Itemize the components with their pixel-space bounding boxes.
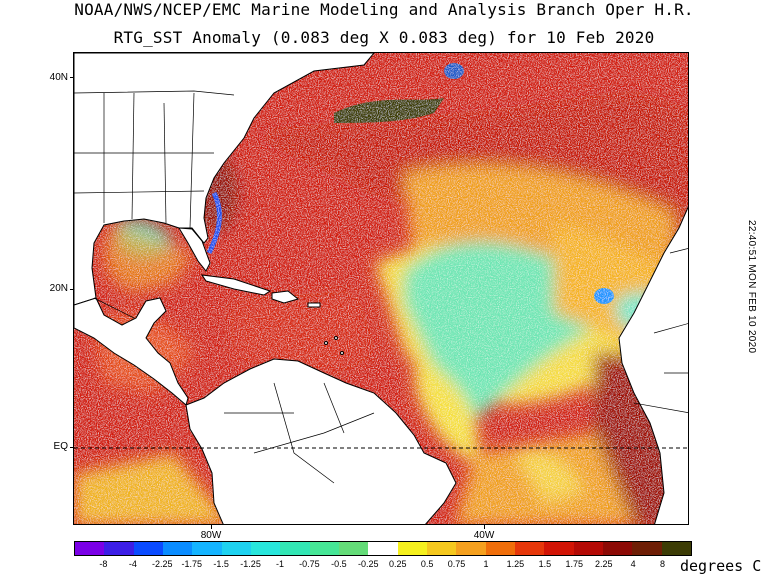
colorbar-tick-label: -1 (275, 559, 285, 569)
lat-label-eq: EQ (53, 441, 68, 452)
colorbar-segment (602, 542, 633, 555)
figure-title-line2: RTG_SST Anomaly (0.083 deg X 0.083 deg) … (113, 28, 655, 47)
colorbar-segment (280, 542, 310, 555)
colorbar-tick-label: 2.25 (594, 559, 613, 569)
colorbar-tick-label: 0.25 (388, 559, 407, 569)
colorbar-tick-label: -0.5 (331, 559, 347, 569)
colorbar-segment (162, 542, 193, 555)
colorbar-units: degrees C (680, 557, 762, 575)
colorbar-segment (632, 542, 662, 555)
colorbar-segment (133, 542, 163, 555)
lat-label-20n: 20N (49, 283, 68, 294)
colorbar-segment (544, 542, 574, 555)
figure-title-line1: NOAA/NWS/NCEP/EMC Marine Modeling and An… (74, 0, 694, 19)
sst-anomaly-map (73, 52, 689, 525)
colorbar-segment (75, 542, 105, 555)
timestamp-text: 22:40:51 MON FEB 10 2020 (746, 220, 757, 354)
lon-label-80w: 80W (200, 530, 222, 541)
colorbar-segment (221, 542, 251, 555)
colorbar-segment (192, 542, 222, 555)
lat-tick (70, 447, 74, 448)
colorbar-segment (338, 542, 369, 555)
lon-label-40w: 40W (473, 530, 495, 541)
land-masses (74, 53, 688, 524)
colorbar-segment (661, 542, 691, 555)
colorbar-labels: -8 -4 -2.25 -1.75 -1.5 -1.25 -1 -0.75 -0.5 -0.25 0… (74, 559, 692, 573)
colorbar-tick-label: -0.75 (299, 559, 320, 569)
colorbar-tick-label: -1.5 (213, 559, 229, 569)
colorbar-tick-label: -4 (128, 559, 137, 569)
colorbar-segment (485, 542, 515, 555)
lon-tick (211, 525, 212, 529)
colorbar-tick-label: -1.75 (181, 559, 202, 569)
colorbar-segment (104, 542, 134, 555)
colorbar-tick-label: 1.75 (565, 559, 584, 569)
colorbar-tick-label: -8 (99, 559, 108, 569)
political-boundaries (74, 90, 688, 484)
colorbar-tick-label: -2.25 (152, 559, 173, 569)
colorbar-segment (573, 542, 603, 555)
colorbar-segment (426, 542, 457, 555)
colorbar-segment (250, 542, 281, 555)
colorbar-tick-label: -0.25 (358, 559, 379, 569)
colorbar-tick-label: -1.25 (240, 559, 261, 569)
colorbar-tick-label: 8 (660, 559, 666, 569)
colorbar-segment (514, 542, 545, 555)
lat-label-40n: 40N (49, 72, 68, 83)
lat-tick (70, 77, 74, 78)
lat-tick (70, 289, 74, 290)
colorbar (74, 541, 692, 556)
colorbar-segment (397, 542, 427, 555)
colorbar-segment (456, 542, 486, 555)
colorbar-tick-label: 1 (483, 559, 489, 569)
colorbar-tick-label: 4 (630, 559, 636, 569)
timestamp: 22:40:51 MON FEB 10 2020 (705, 220, 765, 390)
colorbar-tick-label: 1.5 (538, 559, 552, 569)
lon-tick (484, 525, 485, 529)
colorbar-tick-label: 0.75 (447, 559, 466, 569)
colorbar-tick-label: 0.5 (420, 559, 434, 569)
colorbar-segment (368, 542, 398, 555)
colorbar-segment (309, 542, 339, 555)
colorbar-tick-label: 1.25 (506, 559, 525, 569)
map-canvas (74, 53, 688, 524)
